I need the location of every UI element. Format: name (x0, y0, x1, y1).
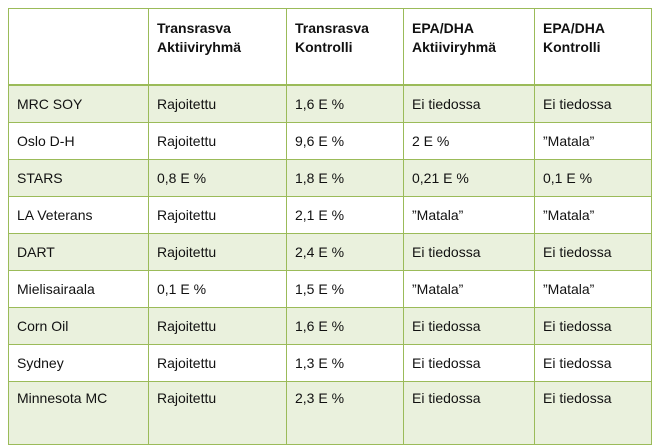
header-line: EPA/DHA (412, 20, 474, 36)
transfat-control-cell: 2,3 E % (286, 381, 404, 445)
study-name-cell: Minnesota MC (8, 381, 149, 445)
header-cell-transfat-control: Transrasva Kontrolli (286, 8, 404, 86)
epadha-control-cell: Ei tiedossa (534, 307, 652, 345)
transfat-control-cell: 1,5 E % (286, 270, 404, 308)
epadha-control-cell: Ei tiedossa (534, 233, 652, 271)
transfat-active-cell: Rajoitettu (148, 196, 287, 234)
study-name-cell: Corn Oil (8, 307, 149, 345)
epadha-control-cell: ”Matala” (534, 196, 652, 234)
header-cell-empty (8, 8, 149, 86)
transfat-active-cell: 0,1 E % (148, 270, 287, 308)
study-name-cell: Sydney (8, 344, 149, 382)
header-line: Kontrolli (295, 39, 353, 55)
epadha-active-cell: Ei tiedossa (403, 307, 535, 345)
transfat-active-cell: Rajoitettu (148, 233, 287, 271)
table-row: Oslo D-H Rajoitettu 9,6 E % 2 E % ”Matal… (8, 122, 652, 160)
table-row: Mielisairaala 0,1 E % 1,5 E % ”Matala” ”… (8, 270, 652, 308)
epadha-control-cell: ”Matala” (534, 122, 652, 160)
epadha-active-cell: Ei tiedossa (403, 344, 535, 382)
transfat-active-cell: Rajoitettu (148, 344, 287, 382)
header-cell-epadha-active: EPA/DHA Aktiiviryhmä (403, 8, 535, 86)
transfat-active-cell: 0,8 E % (148, 159, 287, 197)
transfat-active-cell: Rajoitettu (148, 122, 287, 160)
study-name-cell: LA Veterans (8, 196, 149, 234)
epadha-control-cell: Ei tiedossa (534, 344, 652, 382)
transfat-control-cell: 1,6 E % (286, 307, 404, 345)
epadha-active-cell: 2 E % (403, 122, 535, 160)
epadha-active-cell: Ei tiedossa (403, 381, 535, 445)
transfat-active-cell: Rajoitettu (148, 381, 287, 445)
header-line: EPA/DHA (543, 20, 605, 36)
header-line: Aktiiviryhmä (412, 39, 497, 55)
header-cell-transfat-active: Transrasva Aktiiviryhmä (148, 8, 287, 86)
transfat-active-cell: Rajoitettu (148, 307, 287, 345)
transfat-control-cell: 1,6 E % (286, 84, 404, 123)
epadha-control-cell: 0,1 E % (534, 159, 652, 197)
epadha-control-cell: Ei tiedossa (534, 84, 652, 123)
header-line: Kontrolli (543, 39, 601, 55)
transfat-control-cell: 9,6 E % (286, 122, 404, 160)
study-name-cell: Mielisairaala (8, 270, 149, 308)
epadha-active-cell: Ei tiedossa (403, 233, 535, 271)
study-table: Transrasva Aktiiviryhmä Transrasva Kontr… (8, 8, 652, 445)
epadha-control-cell: Ei tiedossa (534, 381, 652, 445)
epadha-active-cell: Ei tiedossa (403, 84, 535, 123)
transfat-control-cell: 2,1 E % (286, 196, 404, 234)
study-name-cell: DART (8, 233, 149, 271)
epadha-active-cell: ”Matala” (403, 196, 535, 234)
epadha-active-cell: ”Matala” (403, 270, 535, 308)
table-row: Minnesota MC Rajoitettu 2,3 E % Ei tiedo… (8, 381, 652, 445)
table-row: LA Veterans Rajoitettu 2,1 E % ”Matala” … (8, 196, 652, 234)
header-line: Aktiiviryhmä (157, 39, 242, 55)
header-line: Transrasva (295, 20, 369, 36)
header-cell-epadha-control: EPA/DHA Kontrolli (534, 8, 652, 86)
header-row: Transrasva Aktiiviryhmä Transrasva Kontr… (8, 8, 652, 86)
study-name-cell: Oslo D-H (8, 122, 149, 160)
epadha-control-cell: ”Matala” (534, 270, 652, 308)
transfat-active-cell: Rajoitettu (148, 84, 287, 123)
table-row: DART Rajoitettu 2,4 E % Ei tiedossa Ei t… (8, 233, 652, 271)
study-name-cell: STARS (8, 159, 149, 197)
transfat-control-cell: 2,4 E % (286, 233, 404, 271)
header-line: Transrasva (157, 20, 231, 36)
table-row: MRC SOY Rajoitettu 1,6 E % Ei tiedossa E… (8, 84, 652, 123)
transfat-control-cell: 1,8 E % (286, 159, 404, 197)
transfat-control-cell: 1,3 E % (286, 344, 404, 382)
table-row: Corn Oil Rajoitettu 1,6 E % Ei tiedossa … (8, 307, 652, 345)
table-row: Sydney Rajoitettu 1,3 E % Ei tiedossa Ei… (8, 344, 652, 382)
table-row: STARS 0,8 E % 1,8 E % 0,21 E % 0,1 E % (8, 159, 652, 197)
study-name-cell: MRC SOY (8, 84, 149, 123)
epadha-active-cell: 0,21 E % (403, 159, 535, 197)
